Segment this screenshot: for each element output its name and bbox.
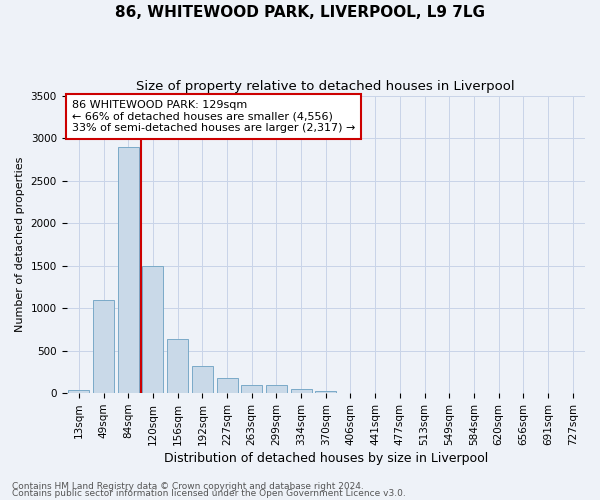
Bar: [118, 146, 139, 393]
Bar: [315, 390, 336, 393]
Bar: [142, 266, 163, 393]
Bar: [68, 390, 89, 393]
Y-axis label: Number of detached properties: Number of detached properties: [15, 156, 25, 332]
Bar: [290, 388, 311, 393]
Bar: [241, 384, 262, 393]
Bar: [167, 339, 188, 393]
Bar: [192, 366, 213, 393]
Text: Contains public sector information licensed under the Open Government Licence v3: Contains public sector information licen…: [12, 489, 406, 498]
Text: 86, WHITEWOOD PARK, LIVERPOOL, L9 7LG: 86, WHITEWOOD PARK, LIVERPOOL, L9 7LG: [115, 5, 485, 20]
Bar: [217, 378, 238, 393]
Text: Contains HM Land Registry data © Crown copyright and database right 2024.: Contains HM Land Registry data © Crown c…: [12, 482, 364, 491]
X-axis label: Distribution of detached houses by size in Liverpool: Distribution of detached houses by size …: [164, 452, 488, 465]
Title: Size of property relative to detached houses in Liverpool: Size of property relative to detached ho…: [136, 80, 515, 93]
Bar: [266, 384, 287, 393]
Text: 86 WHITEWOOD PARK: 129sqm
← 66% of detached houses are smaller (4,556)
33% of se: 86 WHITEWOOD PARK: 129sqm ← 66% of detac…: [72, 100, 355, 133]
Bar: [93, 300, 114, 393]
